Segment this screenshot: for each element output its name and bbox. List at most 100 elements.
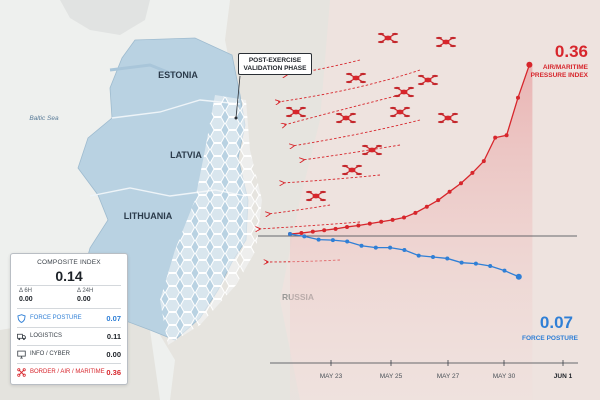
delta-24h-label: Δ 24H	[77, 288, 94, 294]
pressure-chart: 0.36 AIR/MARITIME PRESSURE INDEX 0.07 FO…	[258, 42, 589, 400]
red-series-area	[290, 64, 533, 400]
red-series-point	[516, 95, 520, 100]
composite-value: 0.14	[55, 268, 83, 284]
blue-series-point	[488, 263, 493, 268]
drone-icon	[437, 112, 459, 124]
drone-icon	[335, 112, 357, 124]
red-series-point	[379, 219, 384, 224]
x-tick-label: MAY 30	[493, 373, 516, 380]
drone-icon	[17, 368, 26, 377]
drone-icon	[341, 164, 363, 176]
red-series-point	[424, 204, 429, 209]
blue-series-point	[459, 260, 464, 265]
incoming-arrows	[258, 59, 421, 262]
drone-swarm	[285, 32, 459, 202]
blue-series-point	[502, 268, 507, 273]
row-border-air-maritime: BORDER / AIR / MARITIME 0.36	[17, 366, 121, 380]
red-series-point	[493, 135, 498, 140]
panel-divider	[17, 363, 121, 364]
row-value: 0.36	[106, 368, 121, 377]
blue-series-point	[416, 253, 421, 258]
x-tick-label: JUN 1	[554, 373, 573, 380]
red-series-point	[470, 170, 475, 175]
drone-icon	[305, 190, 327, 202]
panel-divider	[17, 308, 121, 309]
blue-series-name: FORCE POSTURE	[522, 335, 579, 342]
blue-series-point	[515, 273, 522, 280]
x-axis-ticks: MAY 23 MAY 25 MAY 27 MAY 30 JUN 1	[320, 360, 573, 380]
panel-divider	[17, 327, 121, 328]
finland-coast	[60, 0, 150, 35]
row-value: 0.00	[106, 350, 121, 359]
red-series-point	[447, 189, 452, 194]
composite-index-panel: COMPOSITE INDEX 0.14 Δ 6H 0.00 Δ 24H 0.0…	[10, 253, 128, 385]
panel-divider	[17, 285, 121, 286]
red-series-point	[310, 229, 315, 234]
red-series-point	[413, 210, 418, 215]
label-estonia: ESTONIA	[158, 70, 198, 80]
callout-line-2: VALIDATION PHASE	[243, 65, 307, 72]
row-value: 0.11	[106, 332, 121, 341]
red-series-point	[345, 224, 349, 229]
label-lithuania: LITHUANIA	[124, 211, 173, 221]
drone-icon	[417, 74, 439, 86]
drone-icon	[435, 36, 457, 48]
drone-icon	[345, 72, 367, 84]
red-series-name-line1: AIR/MARITIME	[543, 64, 589, 71]
red-series-point	[436, 198, 441, 203]
drone-icon	[377, 32, 399, 44]
red-series-point	[367, 221, 372, 226]
delta-24h-value: 0.00	[77, 296, 91, 303]
x-tick-label: MAY 23	[320, 373, 343, 380]
blue-series-point	[345, 239, 350, 244]
x-tick-label: MAY 25	[380, 373, 403, 380]
x-tick-label: MAY 27	[437, 373, 460, 380]
blue-series-point	[330, 238, 335, 243]
red-series-point	[356, 223, 361, 228]
drone-icon	[393, 86, 415, 98]
row-value: 0.07	[106, 314, 121, 323]
row-label: FORCE POSTURE	[30, 315, 82, 321]
callout-dot	[234, 116, 238, 120]
panel-title: COMPOSITE INDEX	[37, 259, 101, 266]
delta-6h-value: 0.00	[19, 296, 33, 303]
drone-icon	[361, 144, 383, 156]
callout-line-1: POST-EXERCISE	[248, 57, 302, 64]
row-info-cyber: INFO / CYBER 0.00	[17, 348, 121, 362]
row-label: BORDER / AIR / MARITIME	[30, 369, 105, 375]
blue-series-point	[288, 232, 292, 236]
red-series-point	[504, 133, 509, 138]
blue-series-point	[402, 247, 407, 252]
red-series-line	[289, 64, 531, 235]
truck-icon	[17, 333, 26, 341]
red-series-value: 0.36	[555, 42, 588, 61]
blue-series-point	[388, 245, 393, 250]
panel-divider	[17, 345, 121, 346]
delta-6h-label: Δ 6H	[19, 288, 33, 294]
blue-series-point	[316, 237, 321, 242]
blue-series-points	[288, 232, 522, 280]
blue-series-point	[445, 256, 450, 261]
blue-series-value: 0.07	[540, 313, 573, 332]
phase-callout: POST-EXERCISE VALIDATION PHASE	[238, 53, 312, 75]
row-label: LOGISTICS	[30, 333, 63, 339]
row-force-posture: FORCE POSTURE 0.07	[17, 312, 121, 326]
red-series-point	[299, 231, 304, 236]
blue-series-point	[359, 243, 364, 248]
shield-icon	[17, 314, 26, 323]
row-label: INFO / CYBER	[30, 351, 71, 357]
drone-icon	[285, 106, 307, 118]
red-series-name-line2: PRESSURE INDEX	[531, 72, 589, 79]
row-logistics: LOGISTICS 0.11	[17, 330, 121, 344]
red-series-point	[322, 228, 327, 233]
blue-series-point	[431, 255, 435, 260]
red-series-point	[459, 181, 463, 186]
hex-grid-zone	[160, 95, 262, 345]
red-series-point	[481, 159, 486, 164]
red-series-point	[402, 215, 406, 220]
red-series-point	[390, 217, 395, 222]
blue-series-point	[302, 234, 307, 239]
gulf-of-riga-shore	[109, 63, 176, 77]
blue-series-point	[473, 261, 478, 266]
label-latvia: LATVIA	[170, 150, 202, 160]
